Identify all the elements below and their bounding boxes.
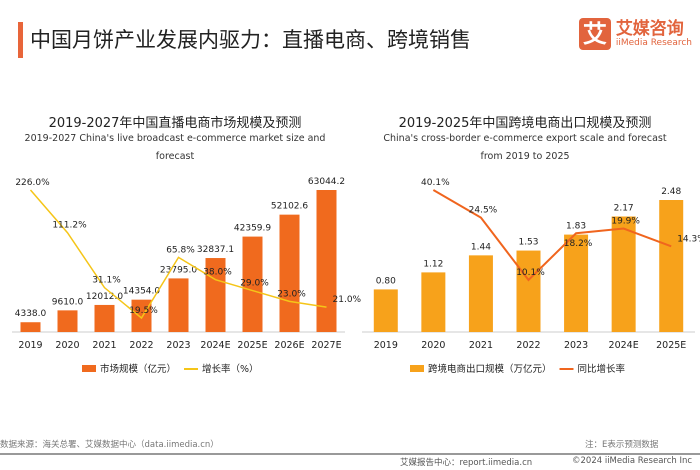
legend-line-label: 增长率（%）: [202, 363, 259, 375]
logo-en: iiMedia Research: [615, 38, 692, 48]
line-label: 29.0%: [240, 279, 269, 289]
bar: [20, 322, 41, 332]
bar: [316, 190, 337, 332]
x-tick-label: 2025E: [656, 340, 686, 351]
x-tick-label: 2021: [469, 340, 493, 351]
bar: [421, 272, 446, 332]
bar: [611, 216, 636, 332]
growth-line: [29, 189, 327, 320]
bar-label: 2.17: [614, 204, 634, 214]
x-tick-label: 2022: [516, 340, 540, 351]
bar-label: 42359.9: [234, 224, 271, 234]
x-tick-label: 2024E: [200, 340, 230, 351]
bar-label: 14354.0: [123, 287, 160, 297]
page-title: 中国月饼产业发展内驱力：直播电商、跨境销售: [30, 28, 471, 52]
legend-bar-label: 市场规模（亿元）: [100, 363, 176, 375]
bar-label: 23795.0: [160, 265, 197, 275]
bar: [57, 310, 78, 332]
footer-divider: [0, 453, 700, 455]
logo-cn: 艾媒咨询: [615, 19, 684, 39]
bar-label: 1.53: [518, 238, 538, 248]
line-label: 18.2%: [564, 239, 593, 249]
bar: [131, 299, 152, 332]
bar-label: 2.48: [661, 187, 681, 197]
line-label: 19.9%: [611, 217, 640, 227]
forecast-note: 注：E表示预测数据: [585, 440, 659, 450]
bar-label: 0.80: [376, 276, 396, 286]
bar-label: 52102.6: [271, 202, 308, 212]
line-label: 23.0%: [277, 289, 306, 299]
line-label: 14.3%: [677, 234, 700, 244]
bar-label: 12012.0: [86, 292, 123, 302]
chart1-title: 2019-2027年中国直播电商市场规模及预测: [48, 116, 302, 131]
x-tick-label: 2019: [18, 340, 42, 351]
bar: [659, 200, 684, 332]
footer-site: 艾媒报告中心：report.iimedia.cn: [400, 458, 533, 468]
bar: [94, 304, 115, 332]
bar-label: 4338.0: [15, 309, 47, 319]
bar-label: 1.83: [566, 222, 586, 232]
bar: [564, 234, 589, 332]
growth-line: [432, 189, 672, 282]
line-label: 19.5%: [129, 306, 158, 316]
line-label: 21.0%: [333, 295, 362, 305]
bar: [516, 250, 541, 332]
x-tick-label: 2023: [166, 340, 190, 351]
line-label: 24.5%: [469, 206, 498, 216]
bar-label: 1.12: [423, 259, 443, 269]
line-label: 40.1%: [421, 178, 450, 188]
line-label: 10.1%: [516, 268, 545, 278]
bar: [373, 289, 398, 332]
chart1-subtitle: 2019-2027 China's live broadcast e-comme…: [24, 133, 326, 162]
chart2-subtitle: China's cross-border e-commerce export s…: [383, 133, 667, 162]
legend-line-label: 同比增长率: [578, 363, 626, 375]
bar: [279, 214, 300, 332]
x-tick-label: 2024E: [609, 340, 639, 351]
line-label: 38.0%: [203, 268, 232, 278]
logo: 艾 艾媒咨询 iiMedia Research: [578, 18, 692, 50]
line-label: 226.0%: [15, 178, 50, 188]
title-accent-bar: [18, 22, 23, 58]
bar-label: 1.44: [471, 242, 491, 252]
legend-bar-swatch: [410, 365, 424, 372]
logo-mark: 艾: [578, 18, 611, 50]
bar-label: 32837.1: [197, 245, 234, 255]
x-tick-label: 2023: [564, 340, 588, 351]
x-tick-label: 2020: [421, 340, 445, 351]
x-tick-label: 2022: [129, 340, 153, 351]
legend-bar-swatch: [82, 365, 96, 372]
x-tick-label: 2021: [92, 340, 116, 351]
x-tick-label: 2025E: [237, 340, 267, 351]
bar: [168, 278, 189, 332]
bar-label: 9610.0: [52, 297, 84, 307]
line-label: 31.1%: [92, 276, 121, 286]
footer-copyright: ©2024 iiMedia Research Inc: [572, 456, 693, 466]
line-label: 111.2%: [52, 221, 87, 231]
bar-label: 63044.2: [308, 177, 345, 187]
x-tick-label: 2020: [55, 340, 79, 351]
chart2-title: 2019-2025年中国跨境电商出口规模及预测: [398, 116, 652, 131]
x-tick-label: 2027E: [311, 340, 341, 351]
line-label: 65.8%: [166, 245, 195, 255]
source-note: 数据来源：海关总署、艾媒数据中心（data.iimedia.cn）: [0, 440, 219, 450]
bar: [242, 236, 263, 332]
legend-bar-label: 跨境电商出口规模（万亿元）: [428, 363, 552, 375]
x-tick-label: 2019: [374, 340, 398, 351]
x-tick-label: 2026E: [274, 340, 304, 351]
bar: [468, 255, 493, 332]
